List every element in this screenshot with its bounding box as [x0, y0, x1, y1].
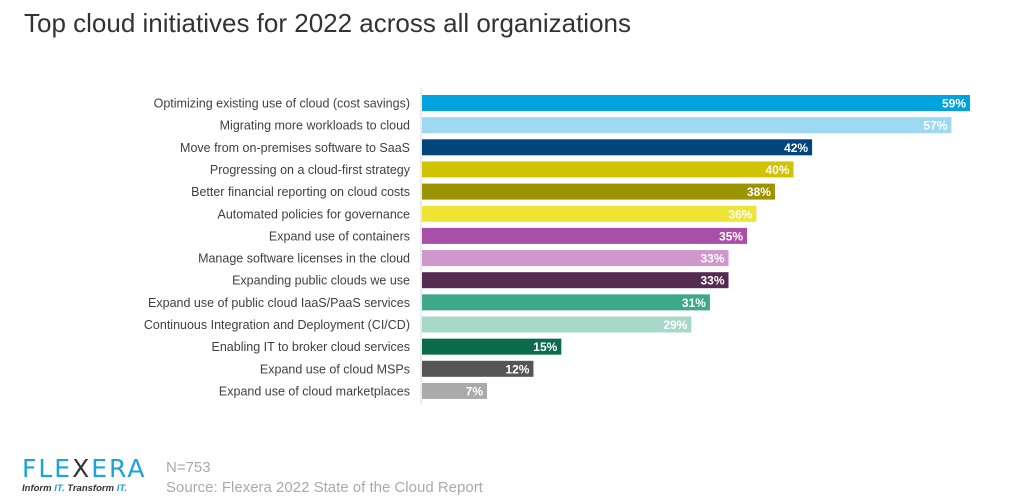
category-label: Migrating more workloads to cloud [220, 119, 410, 133]
bar [422, 95, 970, 111]
data-label: 33% [700, 252, 724, 266]
category-label: Move from on-premises software to SaaS [180, 141, 410, 155]
bar [422, 139, 813, 156]
logo-tagline: Inform IT. Transform IT. [22, 483, 128, 494]
data-label: 38% [747, 185, 771, 199]
category-label: Expand use of containers [269, 229, 410, 243]
bar [422, 360, 534, 377]
data-label: 42% [784, 141, 808, 155]
bar [422, 183, 775, 200]
category-label: Expanding public clouds we use [232, 274, 410, 288]
category-label: Expand use of cloud MSPs [260, 362, 410, 376]
bar-chart: Optimizing existing use of cloud (cost s… [144, 88, 970, 404]
sample-size: N=753 [166, 459, 211, 476]
bar [422, 272, 729, 289]
logo-text: FLE [22, 454, 73, 483]
category-label: Progressing on a cloud-first strategy [210, 163, 411, 177]
bar [422, 382, 488, 399]
chart-title: Top cloud initiatives for 2022 across al… [24, 8, 632, 38]
data-label: 12% [505, 362, 529, 376]
data-label: 31% [682, 296, 706, 310]
category-label: Automated policies for governance [218, 207, 411, 221]
logo-text: ERA [91, 454, 147, 483]
category-label: Better financial reporting on cloud cost… [191, 185, 410, 199]
bar [422, 117, 952, 134]
data-label: 36% [728, 207, 752, 221]
bar [422, 205, 757, 222]
bar [422, 227, 748, 244]
flexera-logo: FLEXERA Inform IT. Transform IT. [22, 456, 147, 494]
data-label: 15% [533, 340, 557, 354]
data-label: 33% [700, 274, 724, 288]
bar [422, 338, 562, 355]
category-label: Optimizing existing use of cloud (cost s… [154, 97, 410, 111]
data-label: 29% [663, 318, 687, 332]
bar [422, 294, 710, 311]
category-label: Expand use of public cloud IaaS/PaaS ser… [148, 296, 410, 310]
data-label: 40% [765, 163, 789, 177]
bar [422, 250, 729, 267]
data-label: 7% [466, 384, 484, 398]
category-label: Expand use of cloud marketplaces [219, 384, 410, 398]
data-label: 59% [942, 97, 966, 111]
data-label: 57% [923, 119, 947, 133]
data-label: 35% [719, 229, 743, 243]
category-label: Continuous Integration and Deployment (C… [144, 318, 410, 332]
bar [422, 161, 794, 178]
source-note: Source: Flexera 2022 State of the Cloud … [166, 479, 483, 496]
logo-text: X [72, 454, 92, 483]
category-label: Manage software licenses in the cloud [198, 252, 410, 266]
category-label: Enabling IT to broker cloud services [212, 340, 410, 354]
bar [422, 316, 692, 333]
footer: N=753 Source: Flexera 2022 State of the … [166, 458, 483, 498]
